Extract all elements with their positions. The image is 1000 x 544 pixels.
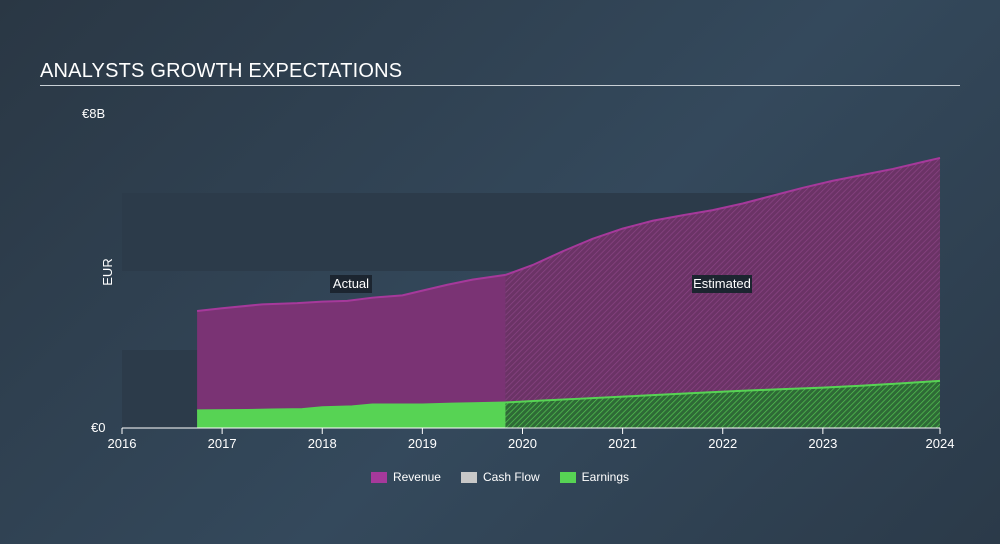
x-tick-label-2021: 2021: [608, 436, 637, 451]
x-tick-label-2022: 2022: [708, 436, 737, 451]
legend-item-revenue[interactable]: Revenue: [370, 470, 441, 484]
legend-label-revenue: Revenue: [392, 470, 441, 484]
y-tick-bottom: €0: [91, 420, 105, 435]
earnings-line-actual: [197, 401, 506, 412]
x-tick-label-2024: 2024: [926, 436, 955, 451]
x-tick-label-2023: 2023: [808, 436, 837, 451]
legend-label-cash-flow: Cash Flow: [482, 470, 540, 484]
x-axis-ticks: 2016 2017 2018 2019 2020 2021 2022 2023 2024: [108, 428, 955, 451]
x-tick-label-2018: 2018: [308, 436, 337, 451]
legend: Revenue Cash Flow Earnings: [0, 470, 1000, 484]
earnings-area-actual: [197, 402, 506, 428]
y-tick-top: €8B: [82, 106, 105, 121]
estimated-label: Estimated: [692, 275, 752, 293]
actual-label: Actual: [330, 275, 372, 293]
x-tick-label-2019: 2019: [408, 436, 437, 451]
legend-label-earnings: Earnings: [581, 470, 630, 484]
x-tick-label-2020: 2020: [508, 436, 537, 451]
title-divider: [40, 85, 960, 86]
revenue-line-estimated: [505, 156, 941, 276]
x-tick-label-2017: 2017: [208, 436, 237, 451]
legend-swatch-revenue: [370, 471, 387, 483]
x-tick-label-2016: 2016: [108, 436, 137, 451]
revenue-line-actual: [196, 273, 506, 313]
page-title: ANALYSTS GROWTH EXPECTATIONS: [40, 60, 403, 82]
earnings-line-estimated: [505, 379, 941, 404]
y-axis-label: EUR: [100, 258, 115, 285]
revenue-area-actual: [197, 274, 506, 428]
svg-text:Actual: Actual: [333, 276, 369, 291]
svg-text:Estimated: Estimated: [693, 276, 751, 291]
legend-item-cash-flow[interactable]: Cash Flow: [460, 470, 540, 484]
legend-swatch-cash-flow: [460, 471, 477, 483]
legend-swatch-earnings: [559, 471, 576, 483]
legend-item-earnings[interactable]: Earnings: [559, 470, 630, 484]
earnings-area-estimated: [505, 380, 940, 428]
